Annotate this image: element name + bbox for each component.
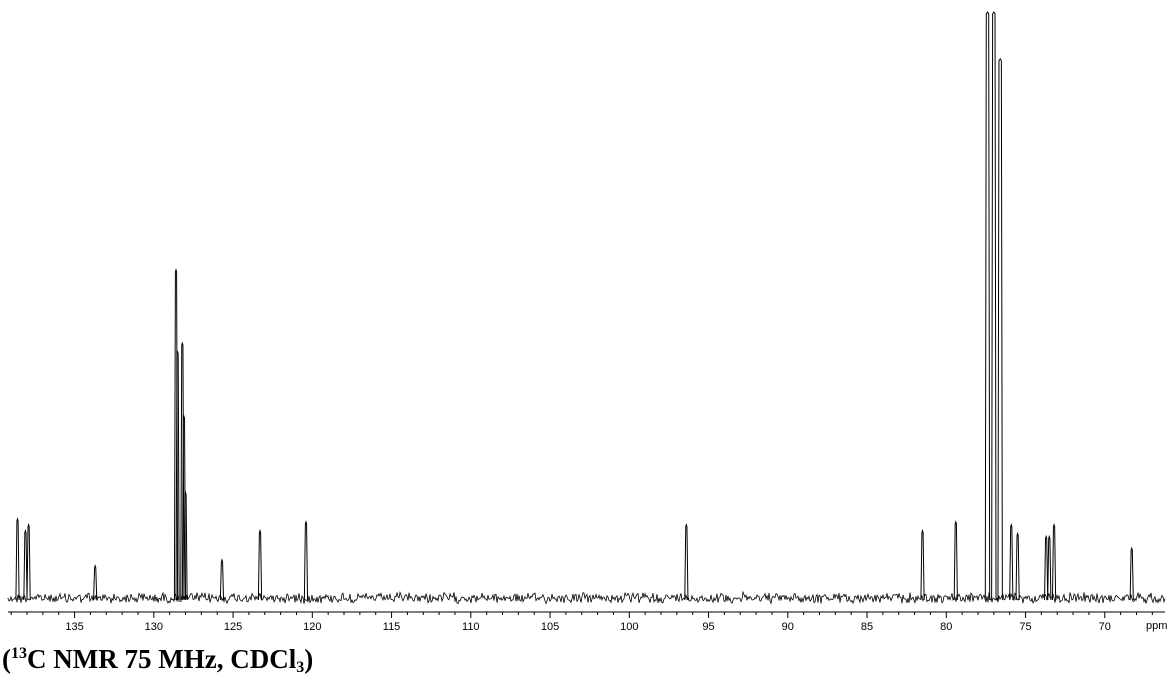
peak-22: [1051, 523, 1057, 601]
peak-1: [23, 528, 28, 601]
peak-14: [953, 520, 958, 601]
peak-3: [93, 564, 98, 601]
tick-label-120: 120: [303, 621, 321, 633]
tick-label-85: 85: [861, 621, 873, 633]
peak-2: [26, 523, 31, 601]
peak-10: [257, 528, 263, 601]
peak-20: [1044, 534, 1049, 601]
peak-18: [1009, 523, 1014, 601]
tick-label-130: 130: [145, 621, 163, 633]
x-axis-minor-ticks: [10, 612, 1153, 615]
peak-13: [920, 528, 925, 601]
tick-label-75: 75: [1019, 621, 1031, 633]
spectrum-caption: (13C NMR 75 MHz, CDCl3): [2, 646, 313, 676]
caption-main-text: C NMR 75 MHz, CDCl: [27, 644, 297, 674]
peak-5: [175, 350, 180, 601]
tick-label-70: 70: [1099, 621, 1111, 633]
peak-15: [984, 11, 991, 601]
peak-23: [1129, 546, 1134, 601]
peak-0: [15, 517, 20, 601]
peak-16: [991, 11, 997, 601]
tick-label-105: 105: [541, 621, 559, 633]
baseline-noise: [7, 590, 1166, 605]
x-axis-major-ticks: [74, 612, 1106, 618]
peak-9: [219, 558, 225, 601]
spectrum-peaks: [15, 11, 1134, 601]
tick-label-100: 100: [620, 621, 638, 633]
caption-open-paren: (: [2, 644, 11, 674]
tick-label-80: 80: [940, 621, 952, 633]
tick-label-90: 90: [782, 621, 794, 633]
tick-label-110: 110: [462, 621, 480, 633]
baseline-noise-trace: [7, 590, 1166, 605]
peak-12: [684, 523, 689, 601]
tick-label-135: 135: [65, 621, 83, 633]
peak-17: [997, 57, 1003, 601]
peak-7: [181, 414, 187, 601]
peak-8: [183, 490, 188, 601]
caption-close-paren: ): [304, 644, 314, 674]
tick-label-115: 115: [383, 621, 401, 633]
peak-11: [303, 520, 309, 601]
tick-label-125: 125: [224, 621, 242, 633]
x-axis-tick-labels: 135 130 125 120 115 110 105 100 95 90 85 80 75 70: [65, 621, 1111, 633]
caption-subscript: 3: [296, 659, 305, 676]
peak-19: [1015, 531, 1020, 601]
caption-isotope: 13: [11, 645, 27, 662]
peak-21: [1047, 534, 1052, 601]
x-axis-unit-label: ppm: [1146, 620, 1167, 632]
tick-label-95: 95: [702, 621, 714, 633]
